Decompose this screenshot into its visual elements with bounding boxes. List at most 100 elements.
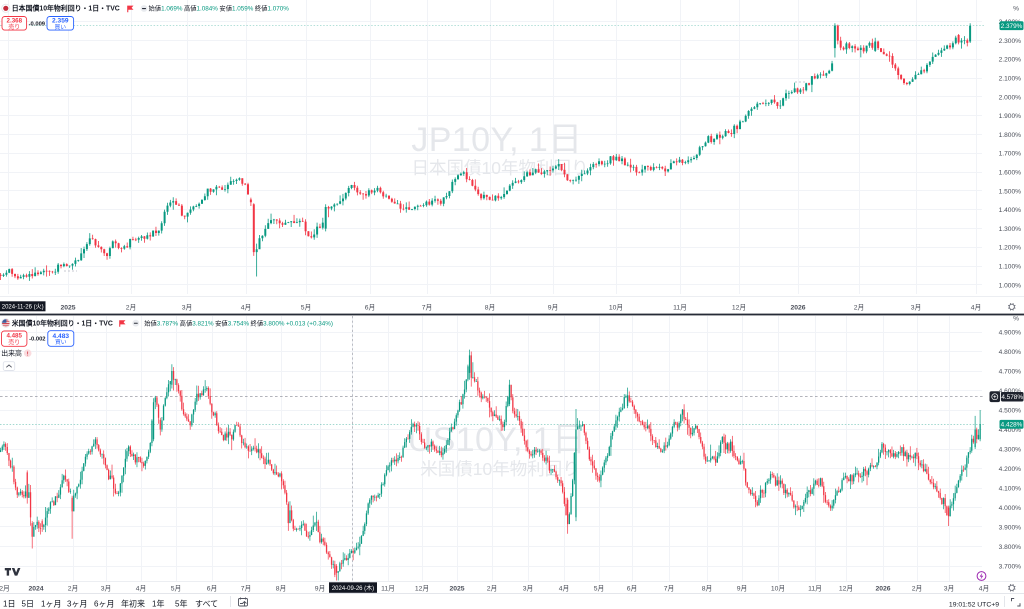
svg-text:5月: 5月: [594, 585, 605, 593]
svg-text:売り: 売り: [8, 339, 20, 347]
svg-text:10月: 10月: [609, 304, 623, 312]
svg-text:4.483: 4.483: [53, 333, 70, 340]
svg-text:始値1.069%高値1.084%安値1.059%終値1.07: 始値1.069% 高値1.084% 安値1.059% 終値1.070%: [149, 4, 290, 13]
svg-text:6ヶ月: 6ヶ月: [94, 599, 114, 608]
svg-text:2026: 2026: [875, 586, 890, 593]
svg-text:3月: 3月: [182, 304, 193, 312]
svg-text:-0.002: -0.002: [29, 337, 45, 343]
svg-text:1ヶ月: 1ヶ月: [41, 599, 61, 608]
svg-text:3ヶ月: 3ヶ月: [67, 599, 87, 608]
svg-text:1.700%: 1.700%: [999, 151, 1022, 158]
svg-text:2.200%: 2.200%: [999, 57, 1022, 64]
svg-text:4.000%: 4.000%: [999, 505, 1022, 512]
svg-text:11月: 11月: [673, 304, 687, 312]
svg-text:-0.009: -0.009: [29, 21, 46, 27]
svg-text:2月: 2月: [487, 585, 498, 593]
svg-text:%: %: [1013, 5, 1019, 12]
svg-text:7月: 7月: [422, 304, 433, 312]
svg-text:4.428%: 4.428%: [1001, 422, 1023, 429]
svg-text:4.300%: 4.300%: [999, 446, 1022, 453]
svg-text:4月: 4月: [559, 585, 570, 593]
svg-text:1.900%: 1.900%: [999, 113, 1022, 120]
svg-text:5年: 5年: [175, 598, 187, 608]
svg-text:3月: 3月: [101, 585, 112, 593]
svg-text:6月: 6月: [627, 585, 638, 593]
svg-text:2025: 2025: [60, 305, 75, 312]
svg-text:11月: 11月: [381, 585, 395, 593]
svg-text:4.900%: 4.900%: [999, 329, 1022, 336]
svg-text:1.200%: 1.200%: [999, 245, 1022, 252]
svg-text:1.000%: 1.000%: [999, 282, 1022, 289]
svg-text:6月: 6月: [207, 585, 218, 593]
svg-text:4.200%: 4.200%: [999, 466, 1022, 473]
svg-text:出来高: 出来高: [1, 349, 22, 358]
svg-text:買い: 買い: [55, 339, 67, 346]
svg-text:9月: 9月: [737, 585, 748, 593]
svg-text:11月: 11月: [808, 585, 822, 593]
svg-text:3.700%: 3.700%: [999, 563, 1022, 570]
svg-text:7月: 7月: [664, 585, 675, 593]
svg-text:19:01:52 UTC+9: 19:01:52 UTC+9: [949, 602, 999, 609]
svg-text:5月: 5月: [301, 304, 312, 312]
svg-text:12月: 12月: [839, 585, 853, 593]
svg-text:5月: 5月: [171, 585, 182, 593]
svg-text:2024-09-26 (木): 2024-09-26 (木): [332, 584, 374, 592]
svg-text:8月: 8月: [485, 304, 496, 312]
svg-text:4月: 4月: [971, 304, 982, 312]
svg-text:2024-11-26 (火): 2024-11-26 (火): [2, 304, 44, 311]
svg-text:1.400%: 1.400%: [999, 207, 1022, 214]
svg-text:4.800%: 4.800%: [999, 349, 1022, 356]
svg-text:4.500%: 4.500%: [999, 407, 1022, 414]
svg-text:1.500%: 1.500%: [999, 188, 1022, 195]
svg-text:JP10Y, 1日: JP10Y, 1日: [411, 121, 582, 159]
svg-text:年初来: 年初来: [121, 598, 145, 608]
svg-text:4.485: 4.485: [6, 333, 22, 340]
svg-text:4.400%: 4.400%: [999, 427, 1022, 434]
svg-text:3月: 3月: [911, 304, 922, 312]
svg-text:US10Y, 1日: US10Y, 1日: [408, 421, 587, 459]
svg-text:4.700%: 4.700%: [999, 368, 1022, 375]
svg-text:3.800%: 3.800%: [999, 544, 1022, 551]
svg-text:4.600%: 4.600%: [999, 388, 1022, 395]
svg-text:4月: 4月: [241, 304, 252, 312]
svg-text:2月: 2月: [854, 304, 865, 312]
svg-text:4月: 4月: [979, 585, 990, 593]
svg-text:5日: 5日: [22, 599, 34, 608]
svg-text:日本国債10年物利回り・1日・TVC: 日本国債10年物利回り・1日・TVC: [12, 4, 120, 13]
svg-text:12月: 12月: [732, 304, 746, 312]
svg-text:4月: 4月: [136, 585, 147, 593]
svg-text:2.379%: 2.379%: [1001, 23, 1023, 30]
svg-text:1年: 1年: [152, 598, 164, 608]
svg-text:1日: 1日: [3, 599, 15, 608]
svg-text:2.100%: 2.100%: [999, 76, 1022, 83]
svg-text:2025: 2025: [449, 586, 464, 593]
svg-text:2月: 2月: [126, 304, 137, 312]
svg-text:!: !: [27, 352, 29, 358]
svg-text:売り: 売り: [8, 23, 20, 31]
svg-text:6月: 6月: [365, 304, 376, 312]
svg-text:2月: 2月: [68, 585, 79, 593]
svg-text:9月: 9月: [315, 585, 326, 593]
svg-text:12月: 12月: [0, 585, 10, 593]
svg-text:3.900%: 3.900%: [999, 524, 1022, 531]
svg-text:1.300%: 1.300%: [999, 226, 1022, 233]
svg-text:2024: 2024: [28, 586, 43, 593]
svg-text:12月: 12月: [415, 585, 429, 593]
svg-text:すべて: すべて: [195, 599, 218, 608]
svg-text:7月: 7月: [241, 585, 252, 593]
svg-text:2月: 2月: [912, 585, 923, 593]
svg-text:8月: 8月: [702, 585, 713, 593]
svg-text:2.000%: 2.000%: [999, 94, 1022, 101]
svg-text:4.100%: 4.100%: [999, 485, 1022, 492]
svg-text:1.800%: 1.800%: [999, 132, 1022, 139]
svg-text:2026: 2026: [790, 305, 805, 312]
svg-text:%: %: [1013, 315, 1019, 322]
svg-text:2.368: 2.368: [7, 18, 23, 25]
svg-text:1.600%: 1.600%: [999, 170, 1022, 177]
svg-text:始値3.787%高値3.821%安値3.754%終値3.80: 始値3.787% 高値3.821% 安値3.754% 終値3.800% +0.013 (…: [144, 318, 333, 327]
svg-text:買い: 買い: [54, 24, 66, 31]
svg-text:2.359: 2.359: [52, 18, 69, 25]
svg-text:10月: 10月: [771, 585, 785, 593]
svg-text:3月: 3月: [944, 585, 955, 593]
svg-text:4.578%: 4.578%: [1001, 394, 1023, 401]
